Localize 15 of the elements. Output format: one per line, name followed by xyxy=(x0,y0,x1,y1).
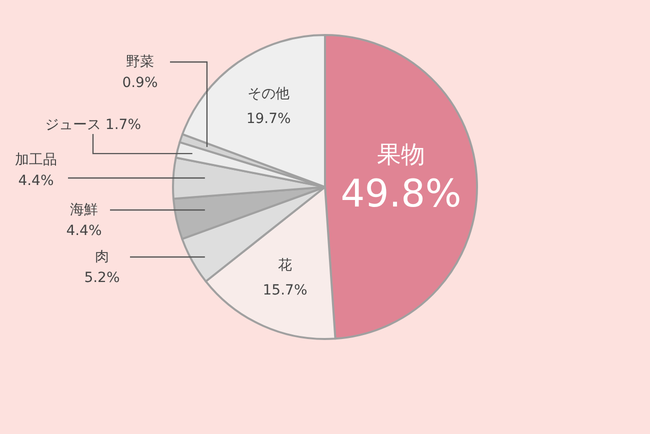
data-label: 4.4% xyxy=(18,173,54,189)
slice-label: 加工品 xyxy=(15,152,57,168)
data-label: 49.8% xyxy=(340,171,462,216)
data-label: 5.2% xyxy=(84,270,120,286)
data-label: 4.4% xyxy=(66,223,102,239)
slice-label: その他 xyxy=(248,86,290,102)
data-label: 19.7% xyxy=(246,110,291,127)
slice-label: 果物 xyxy=(376,140,425,168)
slice-label: 野菜 xyxy=(126,54,154,70)
slice-label: 花 xyxy=(278,257,292,274)
data-label: 15.7% xyxy=(262,282,308,298)
slice-label: 肉 xyxy=(95,249,109,265)
data-label: 0.9% xyxy=(122,75,158,91)
slice-label: 海鮮 xyxy=(70,202,98,218)
slice-label: ジュース 1.7% xyxy=(44,117,142,133)
